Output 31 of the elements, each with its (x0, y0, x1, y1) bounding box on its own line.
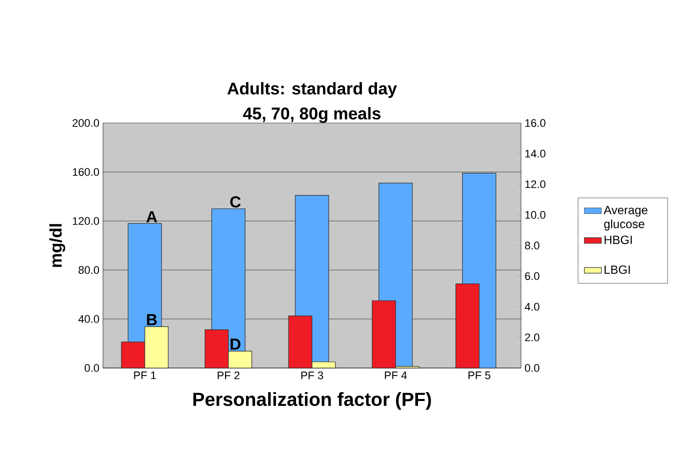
annotation: B (147, 314, 157, 326)
y-tick-label: 160.0 (72, 168, 100, 176)
y2-tick-label: 10.0 (525, 211, 546, 219)
y-tick-label: 200.0 (72, 119, 100, 127)
y-tick-label: 120.0 (72, 217, 100, 225)
annotation: C (230, 196, 241, 208)
x-axis-title: Personalization factor (PF) (193, 392, 431, 410)
legend-label: Average glucose (604, 206, 648, 231)
y2-tick-label: 4.0 (524, 302, 540, 311)
y2-tick-label: 2.0 (525, 334, 540, 342)
y2-tick-label: 16.0 (525, 119, 546, 127)
y2-tick-label: 14.0 (525, 150, 546, 158)
y-tick-label: 80.0 (78, 266, 100, 274)
y2-tick-label: 0.0 (524, 364, 540, 372)
legend-label: HBGI (604, 236, 632, 244)
y-tick-label: 0.0 (84, 364, 100, 372)
chart-subtitle: 45, 70, 80g meals (243, 107, 380, 123)
y-tick-label: 40.0 (78, 315, 100, 323)
annotation: A (146, 211, 158, 222)
legend-label: LBGI (604, 265, 630, 274)
x-tick-label: PF 2 (218, 372, 240, 380)
y2-tick-label: 12.0 (525, 180, 546, 188)
annotation: D (230, 338, 240, 350)
x-tick-label: PF 1 (134, 372, 156, 380)
y2-tick-label: 8.0 (524, 242, 540, 250)
chart-title: Adults: standard day (227, 82, 397, 98)
x-tick-label: PF 4 (384, 372, 407, 380)
x-tick-label: PF 5 (468, 372, 490, 380)
y-axis-title: mg/dl (49, 224, 66, 267)
y2-tick-label: 6.0 (525, 272, 540, 280)
x-tick-label: PF 3 (301, 372, 324, 380)
